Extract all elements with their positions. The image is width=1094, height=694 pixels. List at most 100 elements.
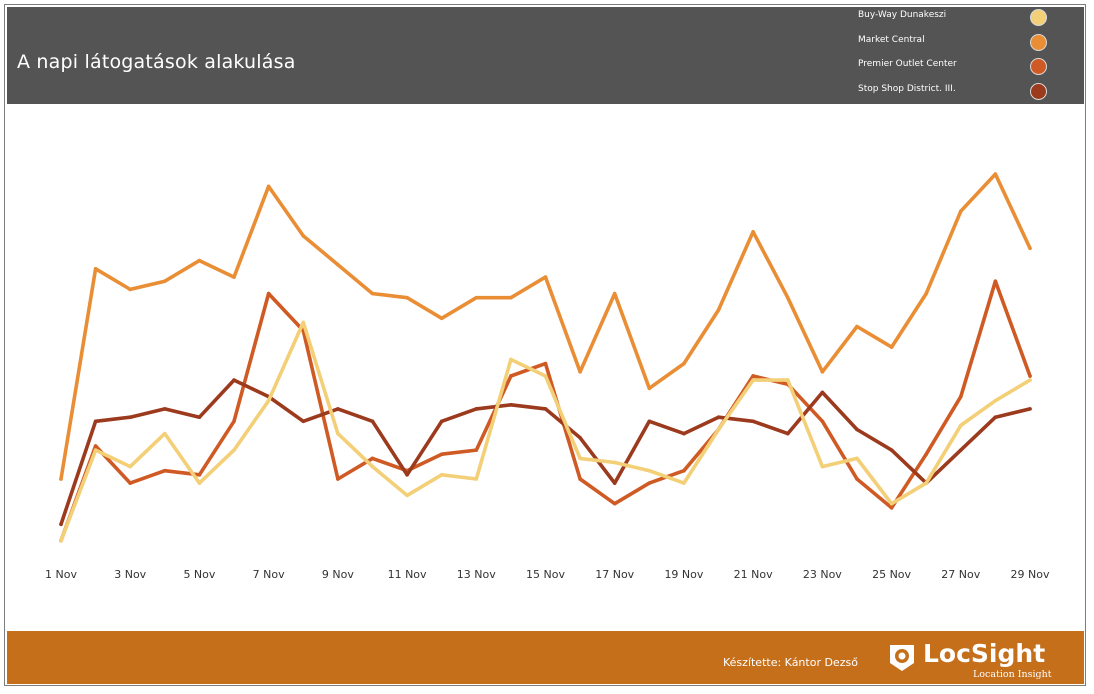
data-point[interactable]: [612, 501, 617, 506]
data-point[interactable]: [197, 481, 202, 485]
data-point[interactable]: [93, 419, 98, 424]
data-point[interactable]: [232, 378, 236, 382]
data-point[interactable]: [370, 291, 375, 296]
data-point[interactable]: [266, 184, 271, 189]
data-point[interactable]: [889, 448, 894, 452]
data-point[interactable]: [370, 419, 375, 424]
data-point[interactable]: [405, 473, 409, 477]
data-point[interactable]: [751, 378, 755, 382]
data-point[interactable]: [93, 448, 98, 452]
data-point[interactable]: [716, 427, 721, 432]
data-point[interactable]: [232, 275, 236, 279]
data-point[interactable]: [958, 448, 963, 452]
data-point[interactable]: [1028, 374, 1032, 378]
data-point[interactable]: [266, 291, 271, 296]
data-point[interactable]: [578, 435, 582, 440]
data-point[interactable]: [682, 431, 686, 436]
data-point[interactable]: [647, 481, 652, 485]
data-point[interactable]: [924, 452, 928, 457]
data-point[interactable]: [474, 295, 479, 300]
legend-item-market-central[interactable]: Market Central: [858, 33, 1058, 55]
data-point[interactable]: [439, 452, 444, 457]
data-point[interactable]: [820, 370, 825, 374]
data-point[interactable]: [474, 477, 479, 481]
data-point[interactable]: [612, 291, 617, 296]
data-point[interactable]: [612, 481, 617, 485]
data-point[interactable]: [266, 398, 271, 403]
data-point[interactable]: [751, 419, 755, 424]
data-point[interactable]: [370, 464, 375, 469]
data-point[interactable]: [163, 279, 167, 283]
data-point[interactable]: [509, 403, 513, 407]
data-point[interactable]: [128, 464, 133, 469]
data-point[interactable]: [958, 423, 963, 428]
data-point[interactable]: [1028, 378, 1032, 382]
legend-item-premier-outlet[interactable]: Premier Outlet Center: [858, 57, 1058, 79]
data-point[interactable]: [578, 477, 582, 481]
data-point[interactable]: [820, 419, 825, 424]
data-point[interactable]: [543, 374, 548, 378]
data-point[interactable]: [647, 468, 652, 473]
data-point[interactable]: [647, 419, 652, 424]
legend-item-stop-shop[interactable]: Stop Shop District. III.: [858, 82, 1058, 104]
data-point[interactable]: [958, 209, 963, 213]
data-point[interactable]: [716, 308, 721, 312]
data-point[interactable]: [993, 172, 998, 176]
data-point[interactable]: [889, 345, 894, 349]
data-point[interactable]: [509, 374, 513, 378]
data-point[interactable]: [682, 468, 686, 473]
data-point[interactable]: [993, 415, 998, 419]
data-point[interactable]: [855, 456, 859, 461]
data-point[interactable]: [59, 477, 63, 481]
data-point[interactable]: [439, 473, 444, 477]
data-point[interactable]: [232, 448, 236, 452]
data-point[interactable]: [163, 468, 167, 473]
data-point[interactable]: [474, 448, 479, 452]
data-point[interactable]: [93, 267, 98, 271]
data-point[interactable]: [751, 374, 755, 378]
data-point[interactable]: [993, 279, 998, 283]
data-point[interactable]: [370, 456, 375, 461]
data-point[interactable]: [439, 419, 444, 424]
data-point[interactable]: [1028, 246, 1032, 251]
data-point[interactable]: [336, 431, 340, 436]
data-point[interactable]: [785, 378, 790, 382]
data-point[interactable]: [855, 427, 859, 432]
data-point[interactable]: [682, 361, 686, 366]
data-point[interactable]: [924, 481, 928, 485]
data-point[interactable]: [820, 390, 825, 395]
data-point[interactable]: [197, 473, 202, 477]
data-point[interactable]: [543, 361, 548, 366]
data-point[interactable]: [855, 477, 859, 481]
data-point[interactable]: [751, 229, 755, 234]
data-point[interactable]: [301, 234, 306, 238]
data-point[interactable]: [301, 419, 306, 424]
legend-item-buy-way[interactable]: Buy-Way Dunakeszi: [858, 8, 1058, 30]
series-line-market-central[interactable]: [59, 172, 1032, 481]
data-point[interactable]: [958, 394, 963, 399]
data-point[interactable]: [716, 415, 721, 419]
data-point[interactable]: [197, 258, 202, 263]
data-point[interactable]: [993, 398, 998, 403]
data-point[interactable]: [197, 415, 202, 419]
data-point[interactable]: [578, 456, 582, 461]
data-point[interactable]: [128, 481, 133, 485]
data-point[interactable]: [336, 262, 340, 267]
data-point[interactable]: [336, 407, 340, 411]
data-point[interactable]: [1028, 407, 1032, 411]
data-point[interactable]: [128, 415, 133, 419]
data-point[interactable]: [336, 477, 340, 481]
data-point[interactable]: [59, 522, 63, 527]
data-point[interactable]: [474, 407, 479, 411]
data-point[interactable]: [439, 316, 444, 321]
data-point[interactable]: [405, 295, 409, 300]
data-point[interactable]: [924, 291, 928, 296]
data-point[interactable]: [889, 506, 894, 510]
data-point[interactable]: [509, 295, 513, 300]
data-point[interactable]: [163, 431, 167, 436]
data-point[interactable]: [405, 493, 409, 498]
data-point[interactable]: [612, 460, 617, 465]
data-point[interactable]: [855, 324, 859, 329]
data-point[interactable]: [509, 357, 513, 362]
data-point[interactable]: [785, 431, 790, 436]
